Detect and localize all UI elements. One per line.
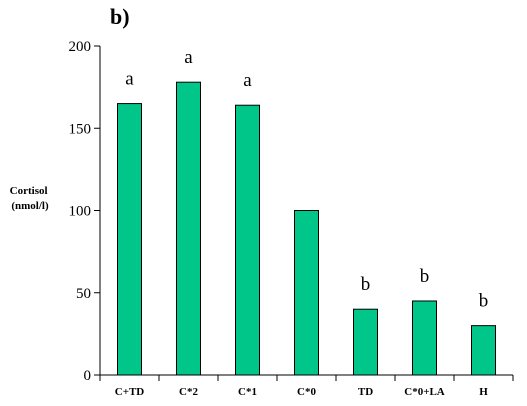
- significance-labels: a a a b b b: [125, 47, 488, 311]
- bar-H: [471, 325, 496, 376]
- x-tick-label: TD: [358, 386, 373, 398]
- x-tick-label: C*1: [238, 386, 257, 398]
- significance-letter: b: [361, 274, 371, 295]
- x-tick-label: H: [479, 386, 488, 398]
- y-tick-label: 0: [84, 368, 92, 384]
- y-axis-label-line-1: Cortisol: [10, 185, 48, 197]
- significance-letter: b: [479, 291, 489, 312]
- bar-C*0: [294, 210, 319, 376]
- x-tick-label: C*2: [179, 386, 198, 398]
- bar-TD: [353, 308, 378, 376]
- panel-label: b): [110, 4, 130, 29]
- x-tick-label: C*0+LA: [404, 386, 445, 398]
- bar-C*2: [176, 81, 201, 376]
- bar-C*1: [235, 104, 260, 376]
- x-ticks: C+TD C*2 C*1 C*0 TD C*0+LA H: [99, 375, 514, 398]
- x-tick-label: C*0: [297, 386, 316, 398]
- significance-letter: a: [184, 47, 193, 68]
- bar-C*0+LA: [412, 300, 437, 376]
- y-ticks: 0 50 100 150 200: [69, 39, 100, 384]
- bars-group: [117, 81, 496, 376]
- y-axis-label-line-2: (nmol/l): [11, 200, 49, 212]
- y-axis-label: Cortisol (nmol/l): [10, 185, 51, 212]
- x-tick-label: C+TD: [115, 386, 145, 398]
- significance-letter: a: [243, 70, 252, 91]
- y-tick-label: 200: [69, 39, 92, 55]
- significance-letter: a: [125, 69, 134, 90]
- bar-C+TD: [117, 103, 142, 376]
- y-tick-label: 150: [69, 121, 92, 137]
- y-tick-label: 50: [76, 286, 91, 302]
- y-tick-label: 100: [69, 204, 92, 220]
- significance-letter: b: [420, 266, 430, 287]
